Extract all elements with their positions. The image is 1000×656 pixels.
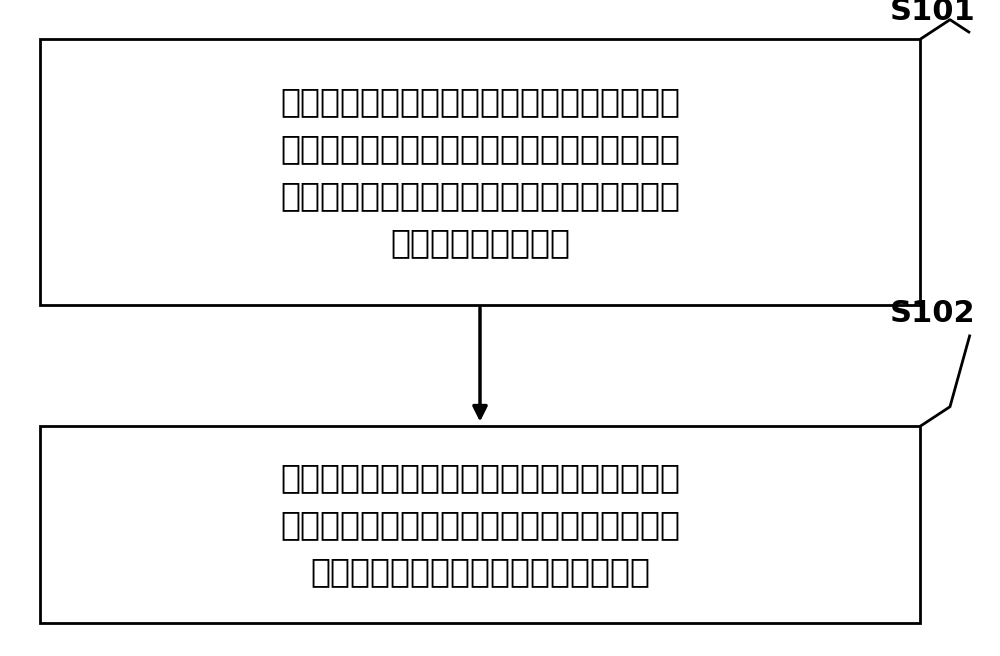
Text: 通过该电池箱上设置的电池管理从系统将读取
器读取的电池仓唯一标识信息与该电池箱自身
的身份识别信息发送给电池管理主系统: 通过该电池箱上设置的电池管理从系统将读取 器读取的电池仓唯一标识信息与该电池箱自… [280,461,680,588]
Bar [40,39,920,305]
Text: 在预设触发条件被触发时，通过设置于电池箱
上的读取器和电池箱当前所在电池仓上设置的
电子设备通信，读取该电子设备中预先存储的
电池仓唯一标识信息: 在预设触发条件被触发时，通过设置于电池箱 上的读取器和电池箱当前所在电池仓上设置… [280,85,680,260]
Text: S101: S101 [889,0,975,26]
Bar [40,426,920,623]
Text: S102: S102 [889,299,975,328]
